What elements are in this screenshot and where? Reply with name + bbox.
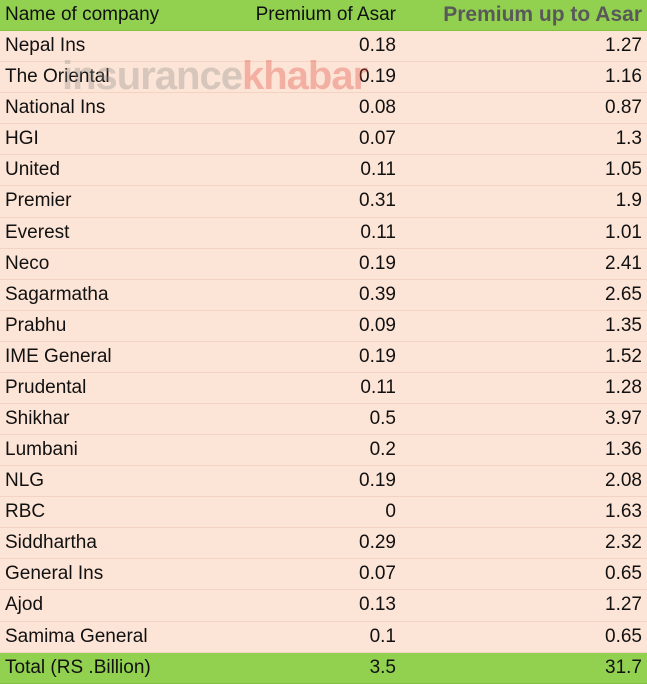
value-cell: 1.27 — [605, 594, 642, 616]
company-cell: Sagarmatha — [5, 283, 109, 305]
value-cell: 0.19 — [359, 470, 396, 492]
table-row: RBC 0 1.63 — [0, 497, 647, 529]
table-row: IME General 0.19 1.52 — [0, 342, 647, 373]
value-cell: 1.05 — [605, 159, 642, 181]
value-cell: 0.13 — [359, 594, 396, 616]
value-cell: 1.63 — [605, 501, 642, 523]
header-row: Name of company Premium of Asar Premium up… — [0, 0, 647, 32]
table-row: United 0.11 1.05 — [0, 155, 647, 187]
value-cell: Premium of Asar — [255, 4, 396, 25]
table-row: Prabhu 0.09 1.35 — [0, 311, 647, 342]
value-cell: 0.29 — [359, 532, 396, 554]
value-cell: 0.09 — [359, 314, 396, 336]
company-cell: Prabhu — [5, 314, 67, 336]
company-cell: Samima General — [5, 625, 148, 647]
value-cell: 0.65 — [605, 563, 642, 585]
value-cell: 0.5 — [369, 408, 396, 430]
value-cell: 1.52 — [605, 345, 642, 367]
value-cell: 31.7 — [605, 656, 642, 678]
value-cell: 1.36 — [605, 439, 642, 461]
table-row: NLG 0.19 2.08 — [0, 466, 647, 498]
table-row: Siddhartha 0.29 2.32 — [0, 528, 647, 560]
table-row: Samima General 0.1 0.65 — [0, 622, 647, 653]
company-cell: NLG — [5, 470, 45, 492]
company-cell: United — [5, 159, 60, 181]
value-cell: 0.19 — [359, 66, 396, 88]
table-row: The Oriental 0.19 1.16 — [0, 62, 647, 94]
company-cell: Lumbani — [5, 439, 78, 461]
company-cell: The Oriental — [5, 66, 110, 88]
company-cell: IME General — [5, 345, 112, 367]
table-row: Premier 0.31 1.9 — [0, 186, 647, 218]
value-cell: 0.08 — [359, 97, 396, 119]
table-row: Ajod 0.13 1.27 — [0, 590, 647, 622]
value-cell: 1.3 — [615, 128, 642, 150]
company-cell: Shikhar — [5, 408, 70, 430]
table-row: Lumbani 0.2 1.36 — [0, 435, 647, 467]
table-row: Shikhar 0.5 3.97 — [0, 404, 647, 436]
value-cell: 0.11 — [360, 159, 396, 181]
value-cell: 1.27 — [605, 35, 642, 57]
value-cell: 0.07 — [359, 128, 396, 150]
company-cell: RBC — [5, 501, 46, 523]
value-cell: 0.2 — [369, 439, 396, 461]
value-cell: 0.11 — [360, 221, 396, 243]
company-cell: Premier — [5, 190, 72, 212]
value-cell: 1.28 — [605, 376, 642, 398]
value-cell: 2.32 — [605, 532, 642, 554]
company-cell: Neco — [5, 252, 50, 274]
company-cell: Prudental — [5, 376, 87, 398]
value-cell: 0 — [385, 501, 396, 523]
value-cell: 2.65 — [605, 283, 642, 305]
value-cell: 0.11 — [360, 376, 396, 398]
value-cell: 0.65 — [605, 625, 642, 647]
company-cell: Everest — [5, 221, 70, 243]
company-cell: General Ins — [5, 563, 104, 585]
total-row: Total (RS .Billion) 3.5 31.7 — [0, 652, 647, 684]
company-cell: Ajod — [5, 594, 44, 616]
value-cell: 1.01 — [605, 221, 642, 243]
value-cell: 0.1 — [369, 625, 396, 647]
company-cell: Nepal Ins — [5, 35, 86, 57]
value-cell: 0.31 — [359, 190, 396, 212]
value-cell: 0.19 — [359, 252, 396, 274]
value-cell: 1.16 — [605, 66, 642, 88]
table-row: Prudental 0.11 1.28 — [0, 373, 647, 405]
table-row: HGI 0.07 1.3 — [0, 124, 647, 156]
company-cell: Name of company — [5, 4, 160, 25]
table-row: Neco 0.19 2.41 — [0, 249, 647, 280]
value-cell: 1.9 — [615, 190, 642, 212]
company-cell: HGI — [5, 128, 39, 150]
table-row: Nepal Ins 0.18 1.27 — [0, 31, 647, 63]
value-cell: 0.39 — [359, 283, 396, 305]
value-cell: 1.35 — [605, 314, 642, 336]
value-cell: 3.5 — [369, 656, 396, 678]
value-cell: 3.97 — [605, 408, 642, 430]
value-cell: 2.41 — [605, 252, 642, 274]
table-row: General Ins 0.07 0.65 — [0, 559, 647, 591]
table-row: Everest 0.11 1.01 — [0, 218, 647, 249]
table-row: Sagarmatha 0.39 2.65 — [0, 280, 647, 311]
value-cell: 0.18 — [359, 35, 396, 57]
value-cell: 0.87 — [605, 97, 642, 119]
value-cell: Premium up to Asar — [443, 3, 642, 26]
company-cell: Siddhartha — [5, 532, 97, 554]
value-cell: 0.19 — [359, 345, 396, 367]
value-cell: 0.07 — [359, 563, 396, 585]
company-cell: National Ins — [5, 97, 106, 119]
table-row: National Ins 0.08 0.87 — [0, 93, 647, 125]
company-cell: Total (RS .Billion) — [5, 656, 151, 678]
value-cell: 2.08 — [605, 470, 642, 492]
